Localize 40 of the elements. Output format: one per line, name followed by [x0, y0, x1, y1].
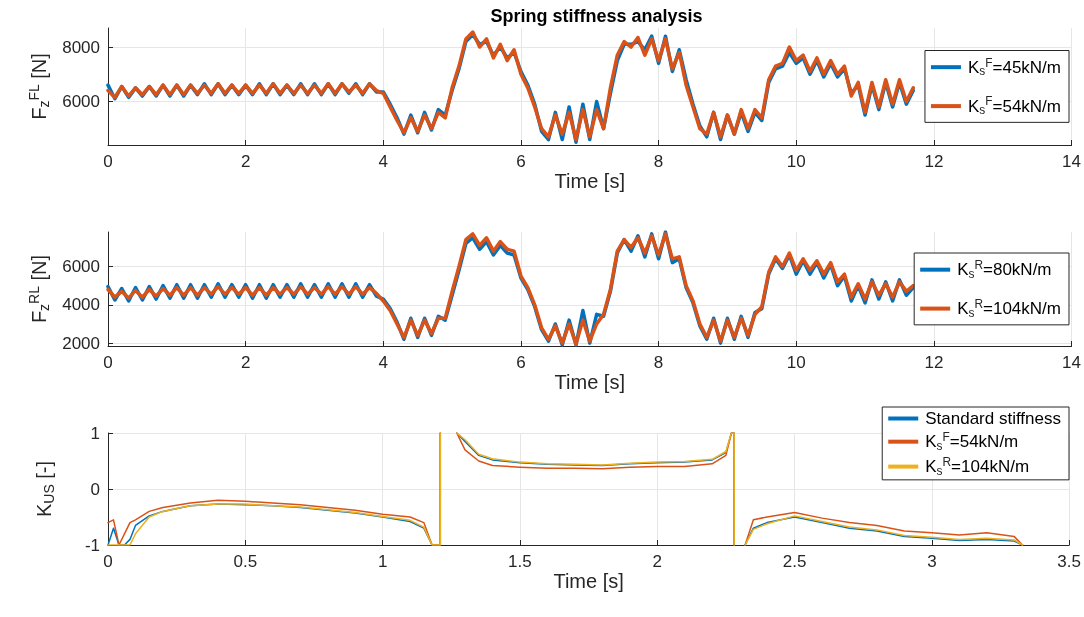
y-tick-label: -1 [84, 535, 100, 555]
y-tick-label: 0 [90, 479, 100, 499]
x-axis-title: Time [s] [554, 170, 625, 192]
x-tick-label: 0 [103, 552, 113, 571]
x-tick-label: 0 [103, 152, 113, 171]
y-axis-title: FzFL [N] [25, 53, 53, 120]
x-tick-label: 10 [786, 152, 806, 171]
x-tick-label: 1.5 [508, 552, 532, 571]
x-tick-label: 3 [927, 552, 937, 571]
y-tick-label: 6000 [62, 91, 100, 111]
x-axis-title: Time [s] [554, 371, 625, 393]
x-tick-label: 14 [1062, 353, 1082, 372]
x-tick-label: 12 [924, 152, 944, 171]
x-tick-label: 2 [652, 552, 662, 571]
chart-title: Spring stiffness analysis [490, 6, 703, 26]
x-tick-label: 2 [240, 353, 251, 372]
y-tick-label: 8000 [62, 37, 100, 57]
y-axis-title: KUS [-] [33, 460, 57, 518]
y-tick-label: 6000 [62, 256, 100, 276]
x-tick-label: 6 [516, 353, 526, 372]
x-tick-label: 8 [653, 152, 664, 171]
y-tick-label: 4000 [62, 295, 100, 315]
x-tick-label: 6 [516, 152, 526, 171]
x-tick-label: 10 [786, 353, 806, 372]
x-tick-label: 0 [103, 353, 113, 372]
x-tick-label: 3.5 [1057, 552, 1081, 571]
x-axis-title: Time [s] [553, 570, 624, 592]
x-tick-label: 14 [1062, 152, 1082, 171]
y-axis-title: FzRL [N] [25, 254, 53, 324]
y-tick-label: 1 [90, 423, 100, 443]
legend-label: Standard stiffness [925, 409, 1062, 428]
x-tick-label: 8 [653, 353, 664, 372]
y-tick-label: 2000 [62, 333, 100, 353]
x-tick-label: 2 [240, 152, 251, 171]
x-tick-label: 0.5 [233, 552, 258, 571]
x-tick-label: 12 [924, 353, 944, 372]
x-tick-label: 4 [378, 152, 389, 171]
x-tick-label: 4 [378, 353, 389, 372]
x-tick-label: 2.5 [782, 552, 807, 571]
x-tick-label: 1 [377, 552, 388, 571]
